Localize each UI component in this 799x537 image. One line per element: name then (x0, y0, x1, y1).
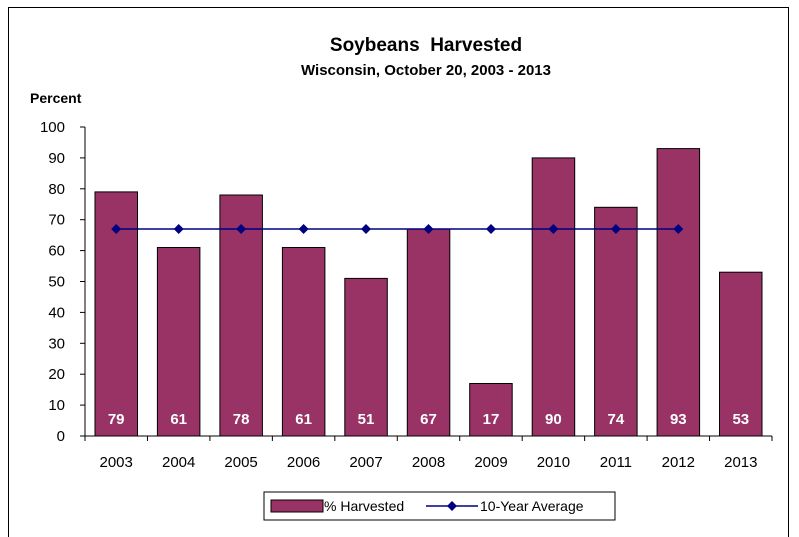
data-label-2011: 74 (608, 411, 625, 428)
legend-bar-swatch (270, 499, 324, 513)
x-tick-label-2005: 2005 (224, 454, 257, 471)
bars-group (94, 148, 763, 437)
data-label-2012: 93 (670, 411, 687, 428)
legend: % Harvested 10-Year Average (263, 491, 616, 521)
chart-title: Soybeans Harvested (330, 35, 522, 56)
y-tick-label-100: 100 (40, 119, 65, 136)
average-line-group (111, 224, 684, 234)
x-tick-label-2009: 2009 (474, 454, 507, 471)
data-labels-group: 79 61 78 61 51 67 17 90 74 93 53 (108, 411, 749, 428)
x-tick-label-2004: 2004 (162, 454, 195, 471)
data-label-2010: 90 (545, 411, 562, 428)
bar-2007 (344, 277, 388, 437)
y-tick-label-20: 20 (48, 366, 65, 383)
x-tick-label-2011: 2011 (600, 454, 632, 471)
data-label-2003: 79 (108, 411, 125, 428)
y-tick-label-10: 10 (48, 397, 65, 414)
average-point-2007 (361, 224, 371, 234)
data-label-2006: 61 (295, 411, 312, 428)
x-tick-label-2013: 2013 (724, 454, 757, 471)
y-tick-label-30: 30 (48, 335, 65, 352)
bar-2013 (719, 271, 763, 437)
legend-line-label: 10-Year Average (480, 498, 584, 514)
bar-2012 (656, 148, 701, 437)
bar-2006 (281, 247, 326, 437)
y-tick-label-80: 80 (48, 181, 65, 198)
x-tick-label-2012: 2012 (662, 454, 695, 471)
bar-2009 (469, 383, 513, 437)
average-point-2008 (423, 224, 434, 234)
y-tick-label-90: 90 (48, 150, 65, 167)
average-point-2012 (673, 224, 684, 234)
bar-2011 (594, 206, 638, 437)
average-point-2009 (486, 224, 496, 234)
average-point-2011 (610, 224, 621, 234)
axes-group: 0 10 20 30 40 50 60 70 80 90 100 2003 2004 2005 2006 20… (40, 119, 773, 471)
bar-2008 (406, 228, 451, 437)
x-tick-label-2007: 2007 (349, 454, 382, 471)
y-tick-label-70: 70 (48, 212, 65, 229)
y-tick-label-50: 50 (48, 274, 65, 291)
data-label-2004: 61 (170, 411, 187, 428)
average-point-2003 (111, 224, 122, 234)
y-tick-label-0: 0 (57, 428, 65, 445)
chart-subtitle: Wisconsin, October 20, 2003 - 2013 (301, 62, 551, 79)
bar-2010 (531, 157, 576, 437)
average-point-2010 (548, 224, 559, 234)
x-tick-label-2008: 2008 (412, 454, 445, 471)
legend-line-marker (447, 501, 457, 511)
data-label-2005: 78 (233, 411, 250, 428)
average-point-2006 (298, 224, 309, 234)
average-point-2005 (236, 224, 247, 234)
bar-2004 (156, 247, 201, 437)
legend-bar-label: % Harvested (324, 498, 404, 514)
data-label-2008: 67 (420, 411, 437, 428)
data-label-2013: 53 (732, 411, 749, 428)
y-axis-label: Percent (30, 90, 82, 106)
average-point-2004 (173, 224, 184, 234)
y-tick-label-60: 60 (48, 243, 65, 260)
data-label-2009: 17 (483, 411, 500, 428)
y-tick-label-40: 40 (48, 304, 65, 321)
data-label-2007: 51 (358, 411, 375, 428)
x-tick-label-2006: 2006 (287, 454, 320, 471)
x-tick-label-2010: 2010 (537, 454, 570, 471)
x-tick-label-2003: 2003 (100, 454, 133, 471)
